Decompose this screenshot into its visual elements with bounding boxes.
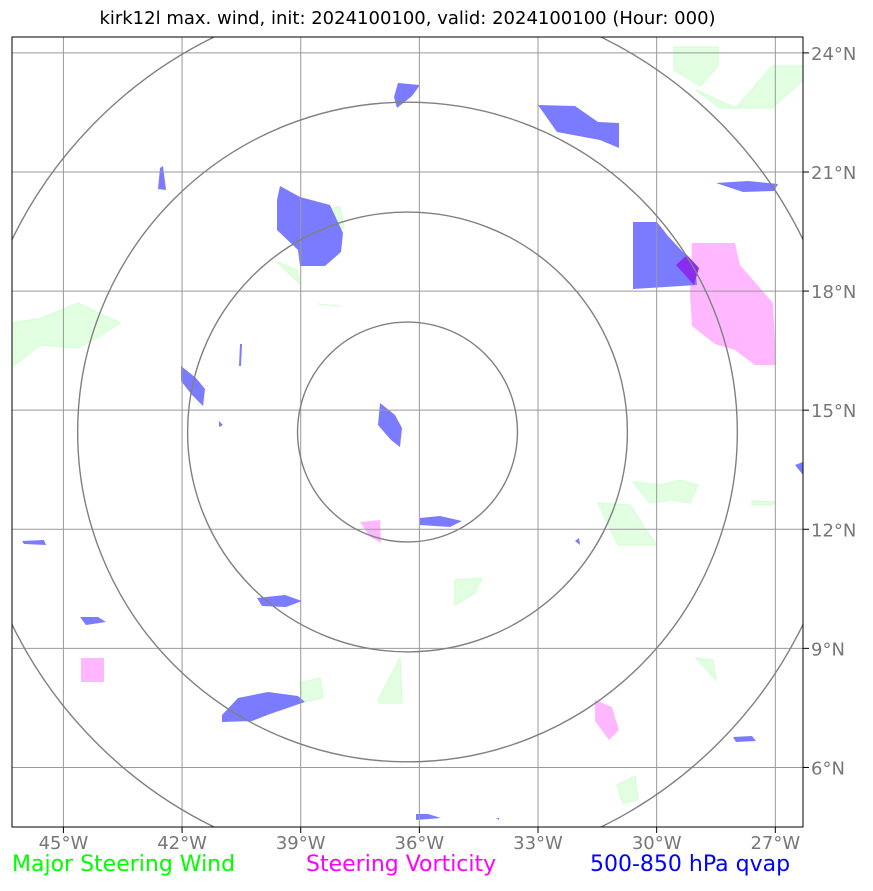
plot-frame [11, 36, 804, 828]
lat-tick-label: 18°N [811, 282, 856, 303]
legend-major-steering-wind: Major Steering Wind [12, 852, 236, 877]
lat-tick-label: 24°N [811, 44, 856, 65]
lat-tick-label: 12°N [811, 520, 856, 541]
lat-tick-label: 9°N [811, 639, 845, 660]
graticule [12, 37, 803, 827]
lat-tick-label: 6°N [811, 758, 845, 779]
range-ring [186, 211, 629, 653]
lon-tick-label: 42°W [157, 833, 207, 854]
lon-tick-label: 27°W [750, 833, 800, 854]
axis-ticks: 45°W 42°W 39°W 36°W 33°W 30°W 27°W 24°N 21°N 18°N… [39, 44, 857, 854]
range-rings [12, 37, 803, 827]
range-ring [296, 321, 519, 543]
lat-tick-label: 15°N [811, 401, 856, 422]
lon-tick-label: 45°W [39, 833, 89, 854]
lon-tick-label: 39°W [276, 833, 326, 854]
range-ring [76, 101, 739, 763]
steering-vorticity-fields [81, 243, 776, 740]
legend-qvap: 500-850 hPa qvap [590, 852, 791, 877]
lon-tick-label: 33°W [513, 833, 563, 854]
plot-background [12, 37, 803, 827]
lat-tick-label: 21°N [811, 163, 856, 184]
qvap-fields [22, 83, 803, 820]
lon-tick-label: 30°W [632, 833, 682, 854]
lon-tick-label: 36°W [395, 833, 445, 854]
legend-steering-vorticity: Steering Vorticity [306, 852, 497, 877]
map-title: kirk12l max. wind, init: 2024100100, val… [99, 8, 716, 29]
qvap-vorticity-overlap [676, 255, 699, 285]
